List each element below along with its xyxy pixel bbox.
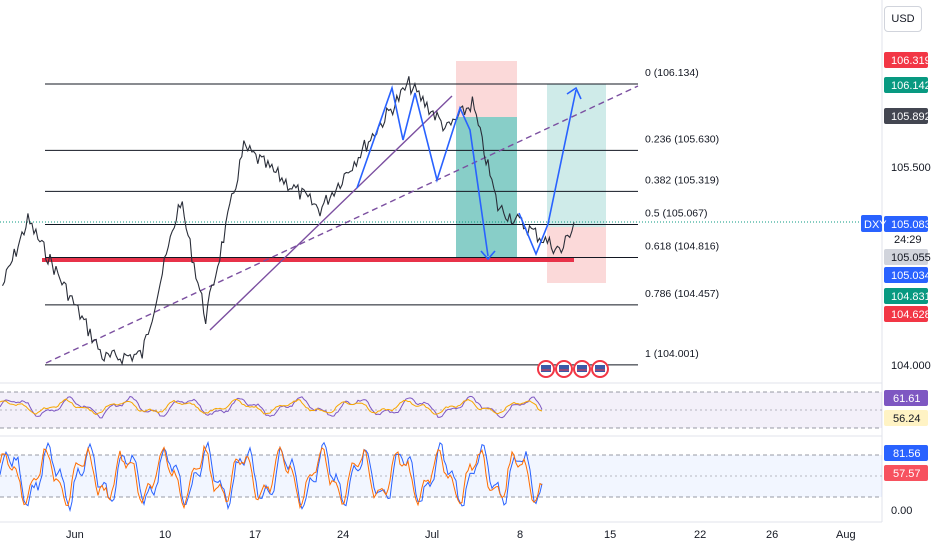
long-target-zone[interactable] — [547, 84, 606, 227]
time-label: 22 — [694, 529, 706, 541]
event-flag-icon[interactable] — [555, 360, 573, 378]
symbol-label: DXY — [864, 219, 887, 231]
countdown-label: 24:29 — [894, 234, 922, 246]
time-label: 8 — [517, 529, 523, 541]
price-badge-label: 105.083 — [891, 219, 931, 231]
price-badge-label: 104.831 — [891, 291, 931, 303]
oscillator-badge-label: 57.57 — [893, 468, 921, 480]
oscillator-badge — [884, 410, 928, 426]
time-label: Jun — [66, 529, 84, 541]
oscillator-badge-label: 56.24 — [893, 413, 921, 425]
price-series — [2, 76, 575, 366]
projection-path-down[interactable] — [356, 85, 489, 257]
fib-retracement[interactable]: 0 (106.134) 0.236 (105.630) 0.382 (105.319… — [45, 67, 719, 366]
price-badge — [884, 288, 928, 304]
price-tick-label: 105.500 — [891, 162, 931, 174]
time-label: 15 — [604, 529, 616, 541]
long-stop-zone[interactable] — [547, 227, 606, 283]
oscillator-badge-label: 61.61 — [893, 393, 921, 405]
rsi-ma-line — [0, 398, 543, 416]
price-badge — [884, 306, 928, 322]
price-badge-label: 105.034 — [891, 270, 931, 282]
fib-level-label: 1 (104.001) — [645, 348, 699, 360]
stoch-tick-label: 0.00 — [891, 505, 912, 517]
rsi-line — [0, 395, 543, 419]
stoch-d-line — [0, 444, 543, 510]
price-tick-label: 104.000 — [891, 360, 931, 372]
event-flag-icon[interactable] — [591, 360, 609, 378]
price-badge — [884, 249, 928, 265]
time-label: 10 — [159, 529, 171, 541]
short-target-zone[interactable] — [456, 117, 517, 258]
time-label: Aug — [836, 529, 856, 541]
currency-button[interactable]: USD — [884, 6, 922, 32]
oscillator-series — [0, 395, 543, 513]
time-label: Jul — [425, 529, 439, 541]
oscillator-badge — [884, 445, 928, 461]
event-flag-icon[interactable] — [537, 360, 555, 378]
time-axis[interactable]: Jun 10 17 24 Jul 8 15 22 26 Aug — [66, 529, 856, 541]
fib-level-label: 0.786 (104.457) — [645, 288, 719, 300]
fib-level-label: 0.382 (105.319) — [645, 174, 719, 186]
stoch-k-line — [0, 440, 543, 513]
price-badges: 106.319 106.142 105.892 105.083 105.055 105.0… — [884, 52, 931, 481]
projection-path-up[interactable] — [518, 89, 577, 257]
time-label: 24 — [337, 529, 349, 541]
fib-level-label: 0.618 (104.816) — [645, 241, 719, 253]
price-line — [2, 76, 575, 366]
oscillator-badge-label: 81.56 — [893, 448, 921, 460]
time-label: 26 — [766, 529, 778, 541]
arrow-head-up-icon — [566, 86, 582, 100]
price-badge-label: 106.319 — [891, 55, 931, 67]
price-badge-label: 105.892 — [891, 111, 931, 123]
price-axis[interactable]: 105.500 104.000 0.00 — [891, 162, 931, 517]
price-badge-label: 105.055 — [891, 252, 931, 264]
price-badge — [884, 267, 928, 283]
price-badge — [884, 108, 928, 124]
price-badge — [884, 77, 928, 93]
rising-trend-line[interactable] — [209, 95, 453, 331]
fib-level-label: 0.236 (105.630) — [645, 133, 719, 145]
oscillator-badge — [884, 465, 928, 481]
time-label: 17 — [249, 529, 261, 541]
price-badge — [884, 216, 928, 232]
fib-level-label: 0 (106.134) — [645, 67, 699, 79]
price-badge — [884, 52, 928, 68]
event-flag-icon[interactable] — [573, 360, 591, 378]
price-badge-label: 106.142 — [891, 80, 931, 92]
arrow-head-down-icon — [480, 250, 496, 261]
dashed-trend-line[interactable] — [45, 85, 639, 364]
oscillator-badge — [884, 390, 928, 406]
short-stop-zone[interactable] — [456, 61, 517, 117]
fib-level-label: 0.5 (105.067) — [645, 208, 707, 220]
price-badge-label: 104.628 — [891, 309, 931, 321]
symbol-tag[interactable]: DXY — [861, 215, 887, 232]
